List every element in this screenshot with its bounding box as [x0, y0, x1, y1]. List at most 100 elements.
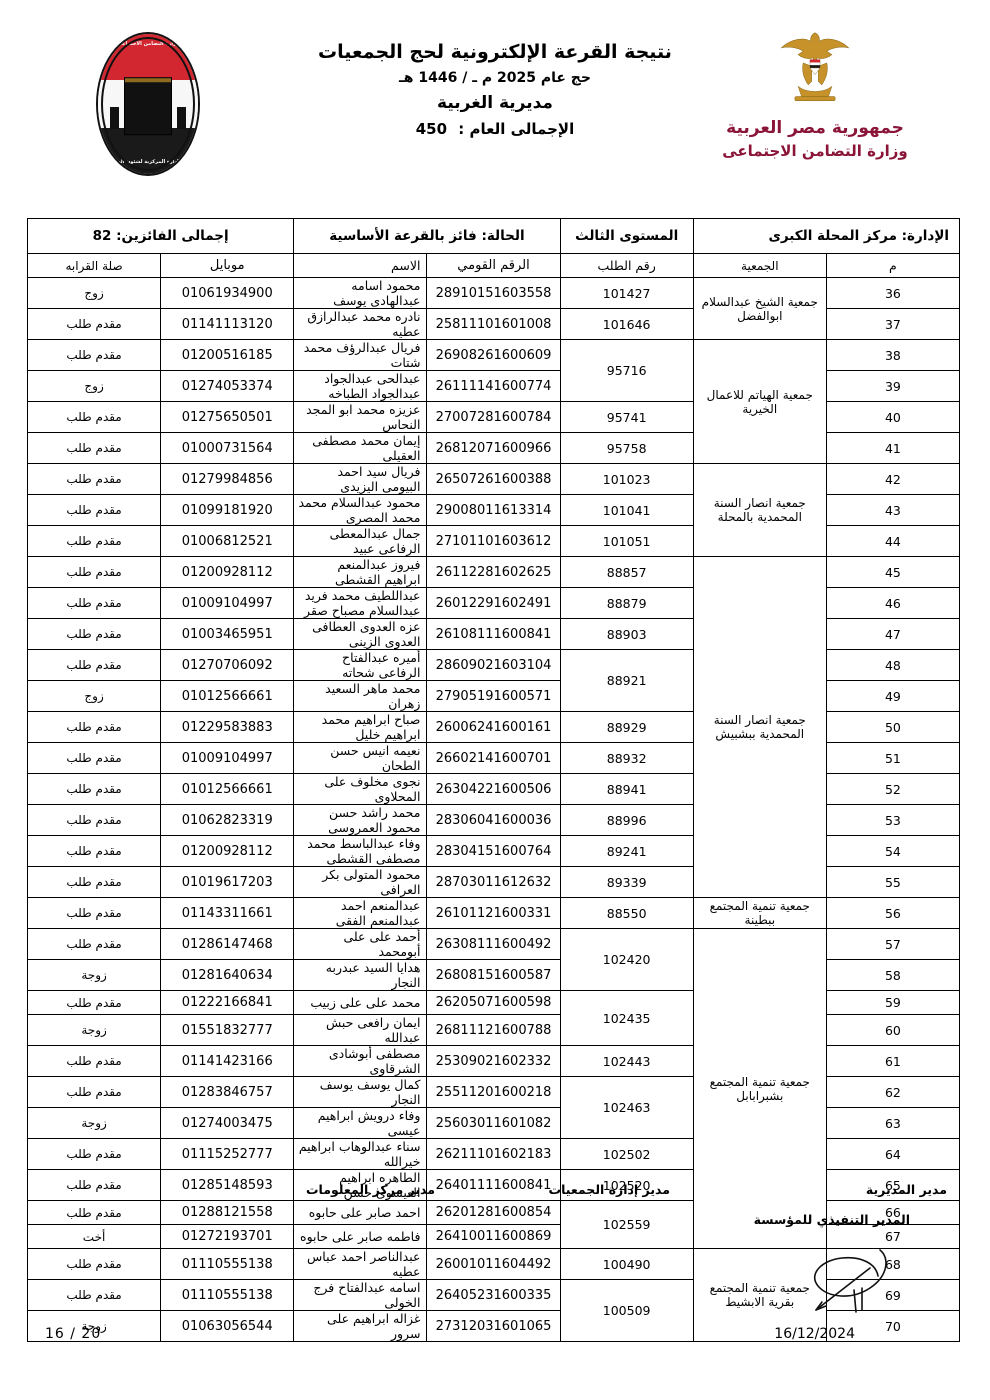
cell-mobile: 01009104997: [160, 742, 295, 774]
cell-relation: مقدم طلب: [26, 1248, 162, 1280]
cell-relation: مقدم طلب: [26, 1045, 162, 1077]
cell-national-id: 25511201600218: [426, 1076, 561, 1108]
cell-mobile: 01285148593: [160, 1169, 295, 1201]
cell-national-id: 26308111600492: [426, 928, 561, 960]
cell-name: محمود المتولى بكر العرافى: [293, 866, 428, 898]
cell-national-id: 29008011613314: [426, 494, 561, 526]
table-row: 41 95758 26812071600966 إيمان محمد مصطفى ال…: [26, 432, 961, 464]
cell-relation: مقدم طلب: [26, 1279, 162, 1311]
cell-request-number: 95716: [559, 339, 694, 402]
cell-row-number: 68: [825, 1248, 961, 1280]
winners-table: الإدارة: مركز المحلة الكبرى المستوى الثا…: [26, 218, 961, 1342]
table-row: 64 102502 26211101602183 سناء عبدالوهاب ابر…: [26, 1138, 961, 1170]
cell-mobile: 01110555138: [160, 1279, 295, 1311]
cell-national-id: 26112281602625: [426, 556, 561, 588]
cell-national-id: 26211101602183: [426, 1138, 561, 1170]
cell-row-number: 61: [825, 1045, 961, 1077]
cell-national-id: 26811121600788: [426, 1014, 561, 1046]
cell-national-id: 25603011601082: [426, 1107, 561, 1139]
cell-row-number: 42: [825, 463, 961, 495]
cell-national-id: 27905191600571: [426, 680, 561, 712]
table-row: 38 جمعية الهياتم للاعمال الخيرية 95716 2690…: [26, 339, 961, 464]
cell-request-number: 102463: [559, 1076, 694, 1139]
table-row: 63 25603011601082 وفاء درويش ابراهيم عيسى 0…: [26, 1107, 961, 1139]
cell-mobile: 01281640634: [160, 959, 295, 991]
cell-row-number: 60: [825, 1014, 961, 1046]
cell-name: عبدالحى عبدالجواد عبدالجواد الطباخه: [293, 370, 428, 402]
cell-request-number: 102502: [559, 1138, 694, 1170]
cell-request-number: 102520: [559, 1169, 694, 1201]
cell-row-number: 70: [825, 1310, 961, 1342]
cell-mobile: 01551832777: [160, 1014, 295, 1046]
cell-mobile: 01110555138: [160, 1248, 295, 1280]
cell-row-number: 57: [825, 928, 961, 960]
document-date: 16/12/2024: [774, 1326, 855, 1342]
cell-name: كمال يوسف يوسف النجار: [293, 1076, 428, 1108]
cell-request-number: 95741: [559, 401, 694, 433]
cell-national-id: 26001011604492: [426, 1248, 561, 1280]
cell-national-id: 26812071600966: [426, 432, 561, 464]
cell-relation: زوج: [26, 277, 162, 309]
grand-total-value: 450: [415, 119, 448, 138]
cell-row-number: 55: [825, 866, 961, 898]
cell-name: أميره عبدالفتاح الرفاعى شحاته: [293, 649, 428, 681]
cell-name: ايمان رافعى حبش عبدالله: [293, 1014, 428, 1046]
cell-national-id: 28304151600764: [426, 835, 561, 867]
table-row: 62 102463 25511201600218 كمال يوسف يوسف الن…: [26, 1076, 961, 1139]
sign-directorate-manager: مدير المديرية: [865, 1182, 947, 1197]
cell-request-number: 88879: [559, 587, 694, 619]
table-row: 50 88929 26006241600161 صباح ابراهيم محمد ا…: [26, 711, 961, 743]
cell-mobile: 01275650501: [160, 401, 295, 433]
cell-name: محمد ماهر السعيد زهران: [293, 680, 428, 712]
cell-association: جمعية انصار السنة المحمدية بالمحلة: [692, 463, 827, 557]
cell-relation: مقدم طلب: [26, 897, 162, 929]
cell-mobile: 01141423166: [160, 1045, 295, 1077]
cell-name: فريال عبدالرؤف محمد شتات: [293, 339, 428, 371]
cell-relation: مقدم طلب: [26, 773, 162, 805]
cell-mobile: 01143311661: [160, 897, 295, 929]
cell-row-number: 62: [825, 1076, 961, 1108]
table-row: 58 26808151600587 هدايا السيد عبدربه النجا…: [26, 959, 961, 991]
cell-relation: مقدم طلب: [26, 339, 162, 371]
cell-request-number: 88929: [559, 711, 694, 743]
cell-mobile: 01229583883: [160, 711, 295, 743]
col-header-national-id: الرقم القومي: [426, 253, 561, 278]
cell-relation: مقدم طلب: [26, 804, 162, 836]
cell-row-number: 53: [825, 804, 961, 836]
cell-mobile: 01012566661: [160, 680, 295, 712]
cell-name: سناء عبدالوهاب ابراهيم خيرالله: [293, 1138, 428, 1170]
table-row: 45 جمعية انصار السنة المحمدية ببشبيش 88857…: [26, 556, 961, 898]
table-row: 55 89339 28703011612632 محمود المتولى بكر ا…: [26, 866, 961, 898]
cell-relation: مقدم طلب: [26, 618, 162, 650]
cell-request-number: 100509: [559, 1279, 694, 1342]
cell-request-number: 102443: [559, 1045, 694, 1077]
col-header-request-number: رقم الطلب: [559, 253, 694, 278]
cell-name: عزه العدوى العطافى العدوى الزينى: [293, 618, 428, 650]
cell-name: غزاله ابراهيم على سرور: [293, 1310, 428, 1342]
table-row: 68 جمعية تنمية المجتمع بقرية الابشيط 10049…: [26, 1248, 961, 1342]
cell-association: جمعية تنمية المجتمع ببطينة: [692, 897, 827, 929]
cell-request-number: 101427: [559, 277, 694, 309]
cell-relation: زوج: [26, 370, 162, 402]
cell-mobile: 01272193701: [160, 1224, 295, 1249]
cell-relation: مقدم طلب: [26, 308, 162, 340]
cell-national-id: 28609021603104: [426, 649, 561, 681]
cell-association: جمعية الشيخ عبدالسلام ابوالفضل: [692, 277, 827, 340]
cell-mobile: 01274053374: [160, 370, 295, 402]
table-row: 46 88879 26012291602491 عبداللطيف محمد فريد…: [26, 587, 961, 619]
winners-total-label: إجمالى الفائزين: 82: [26, 218, 295, 254]
cell-mobile: 01279984856: [160, 463, 295, 495]
table-row: 43 101041 29008011613314 محمود عبدالسلام مح…: [26, 494, 961, 526]
cell-mobile: 01115252777: [160, 1138, 295, 1170]
cell-relation: مقدم طلب: [26, 866, 162, 898]
cell-mobile: 01270706092: [160, 649, 295, 681]
cell-request-number: 89241: [559, 835, 694, 867]
table-row: 70 27312031601065 غزاله ابراهيم على سرور 01…: [26, 1310, 961, 1342]
table-row: 40 95741 27007281600784 عزيزه محمد ابو المج…: [26, 401, 961, 433]
cell-national-id: 26205071600598: [426, 990, 561, 1015]
cell-mobile: 01012566661: [160, 773, 295, 805]
cell-name: مصطفى أبوشادى الشرقاوى: [293, 1045, 428, 1077]
cell-mobile: 01019617203: [160, 866, 295, 898]
grand-total: الإجمالى العام : 450: [265, 120, 725, 138]
cell-row-number: 54: [825, 835, 961, 867]
